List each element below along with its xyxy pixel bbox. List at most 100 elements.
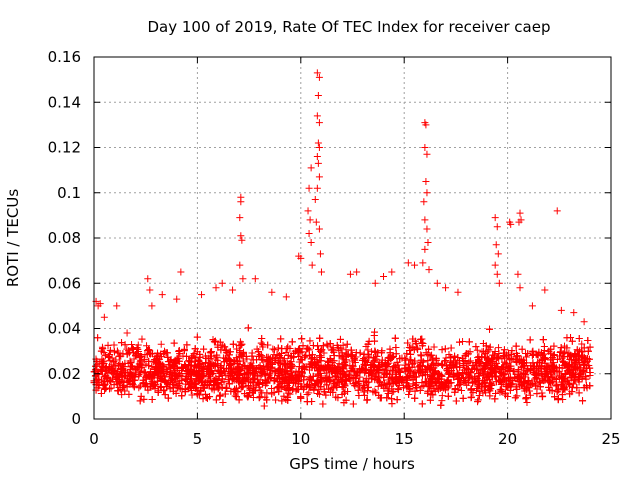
roti-point [237,341,245,349]
roti-point [444,392,452,400]
roti-point [127,362,135,370]
roti-point [161,391,169,399]
roti-point [225,380,233,388]
roti-point [584,336,592,344]
roti-point [571,358,579,366]
roti-point [128,340,136,348]
roti-point [303,390,311,398]
roti-point [248,349,256,357]
roti-point [110,341,118,349]
roti-point [383,394,391,402]
roti-point [474,398,482,406]
roti-point [474,396,482,404]
roti-point [476,387,484,395]
roti-point [475,369,483,377]
roti-point [229,340,237,348]
roti-point [94,334,102,342]
roti-point [157,340,165,348]
roti-point [438,346,446,354]
roti-point [558,391,566,399]
roti-point [540,342,548,350]
roti-point [467,385,475,393]
roti-point [371,376,379,384]
roti-point [232,354,240,362]
roti-point [483,348,491,356]
roti-point [512,342,520,350]
roti-point [513,392,521,400]
roti-point [395,386,403,394]
roti-point [447,344,455,352]
roti-point [355,391,363,399]
roti-point [473,346,481,354]
roti-point [101,351,109,359]
roti-point [571,350,579,358]
roti-point [554,395,562,403]
roti-point [121,341,129,349]
roti-point [202,359,210,367]
roti-point [529,379,537,387]
roti-point [371,337,379,345]
roti-point [218,375,226,383]
roti-point [422,349,430,357]
roti-point [465,358,473,366]
roti-point [316,347,324,355]
roti-point [343,340,351,348]
roti-point [324,357,332,365]
roti-point [578,340,586,348]
roti-point [186,358,194,366]
roti-point [337,377,345,385]
roti-point [469,389,477,397]
roti-point [424,389,432,397]
roti-point [584,347,592,355]
roti-point [418,400,426,408]
roti-point [212,396,220,404]
roti-point [256,351,264,359]
roti-point [237,384,245,392]
roti-point [229,365,237,373]
roti-point [316,334,324,342]
roti-point [485,375,493,383]
roti-point [137,392,145,400]
roti-point [296,345,304,353]
roti-point [371,387,379,395]
roti-point [522,395,530,403]
roti-point [558,357,566,365]
roti-point [360,350,368,358]
roti-point [336,335,344,343]
roti-point [197,387,205,395]
roti-point [443,376,451,384]
roti-point [424,357,432,365]
roti-point [501,358,509,366]
roti-point [526,336,534,344]
roti-point [418,342,426,350]
roti-point [486,325,494,333]
roti-point [148,395,156,403]
roti-point [288,338,296,346]
roti-point [258,389,266,397]
roti-point [459,337,467,345]
roti-point [451,388,459,396]
roti-point [526,391,534,399]
roti-point [545,383,553,391]
roti-point [285,384,293,392]
roti-point [260,402,268,410]
roti-point [114,361,122,369]
roti-point [498,355,506,363]
roti-point [378,347,386,355]
roti-point [479,389,487,397]
roti-point [518,345,526,353]
roti-point [444,376,452,384]
roti-point [212,355,220,363]
roti-point [417,352,425,360]
roti-point [441,345,449,353]
roti-point [130,355,138,363]
roti-point [500,346,508,354]
roti-point [213,351,221,359]
roti-point [537,362,545,370]
roti-point [495,344,503,352]
roti-point [106,357,114,365]
roti-point [524,350,532,358]
roti-point [256,393,264,401]
roti-point [258,335,266,343]
roti-point [219,398,227,406]
